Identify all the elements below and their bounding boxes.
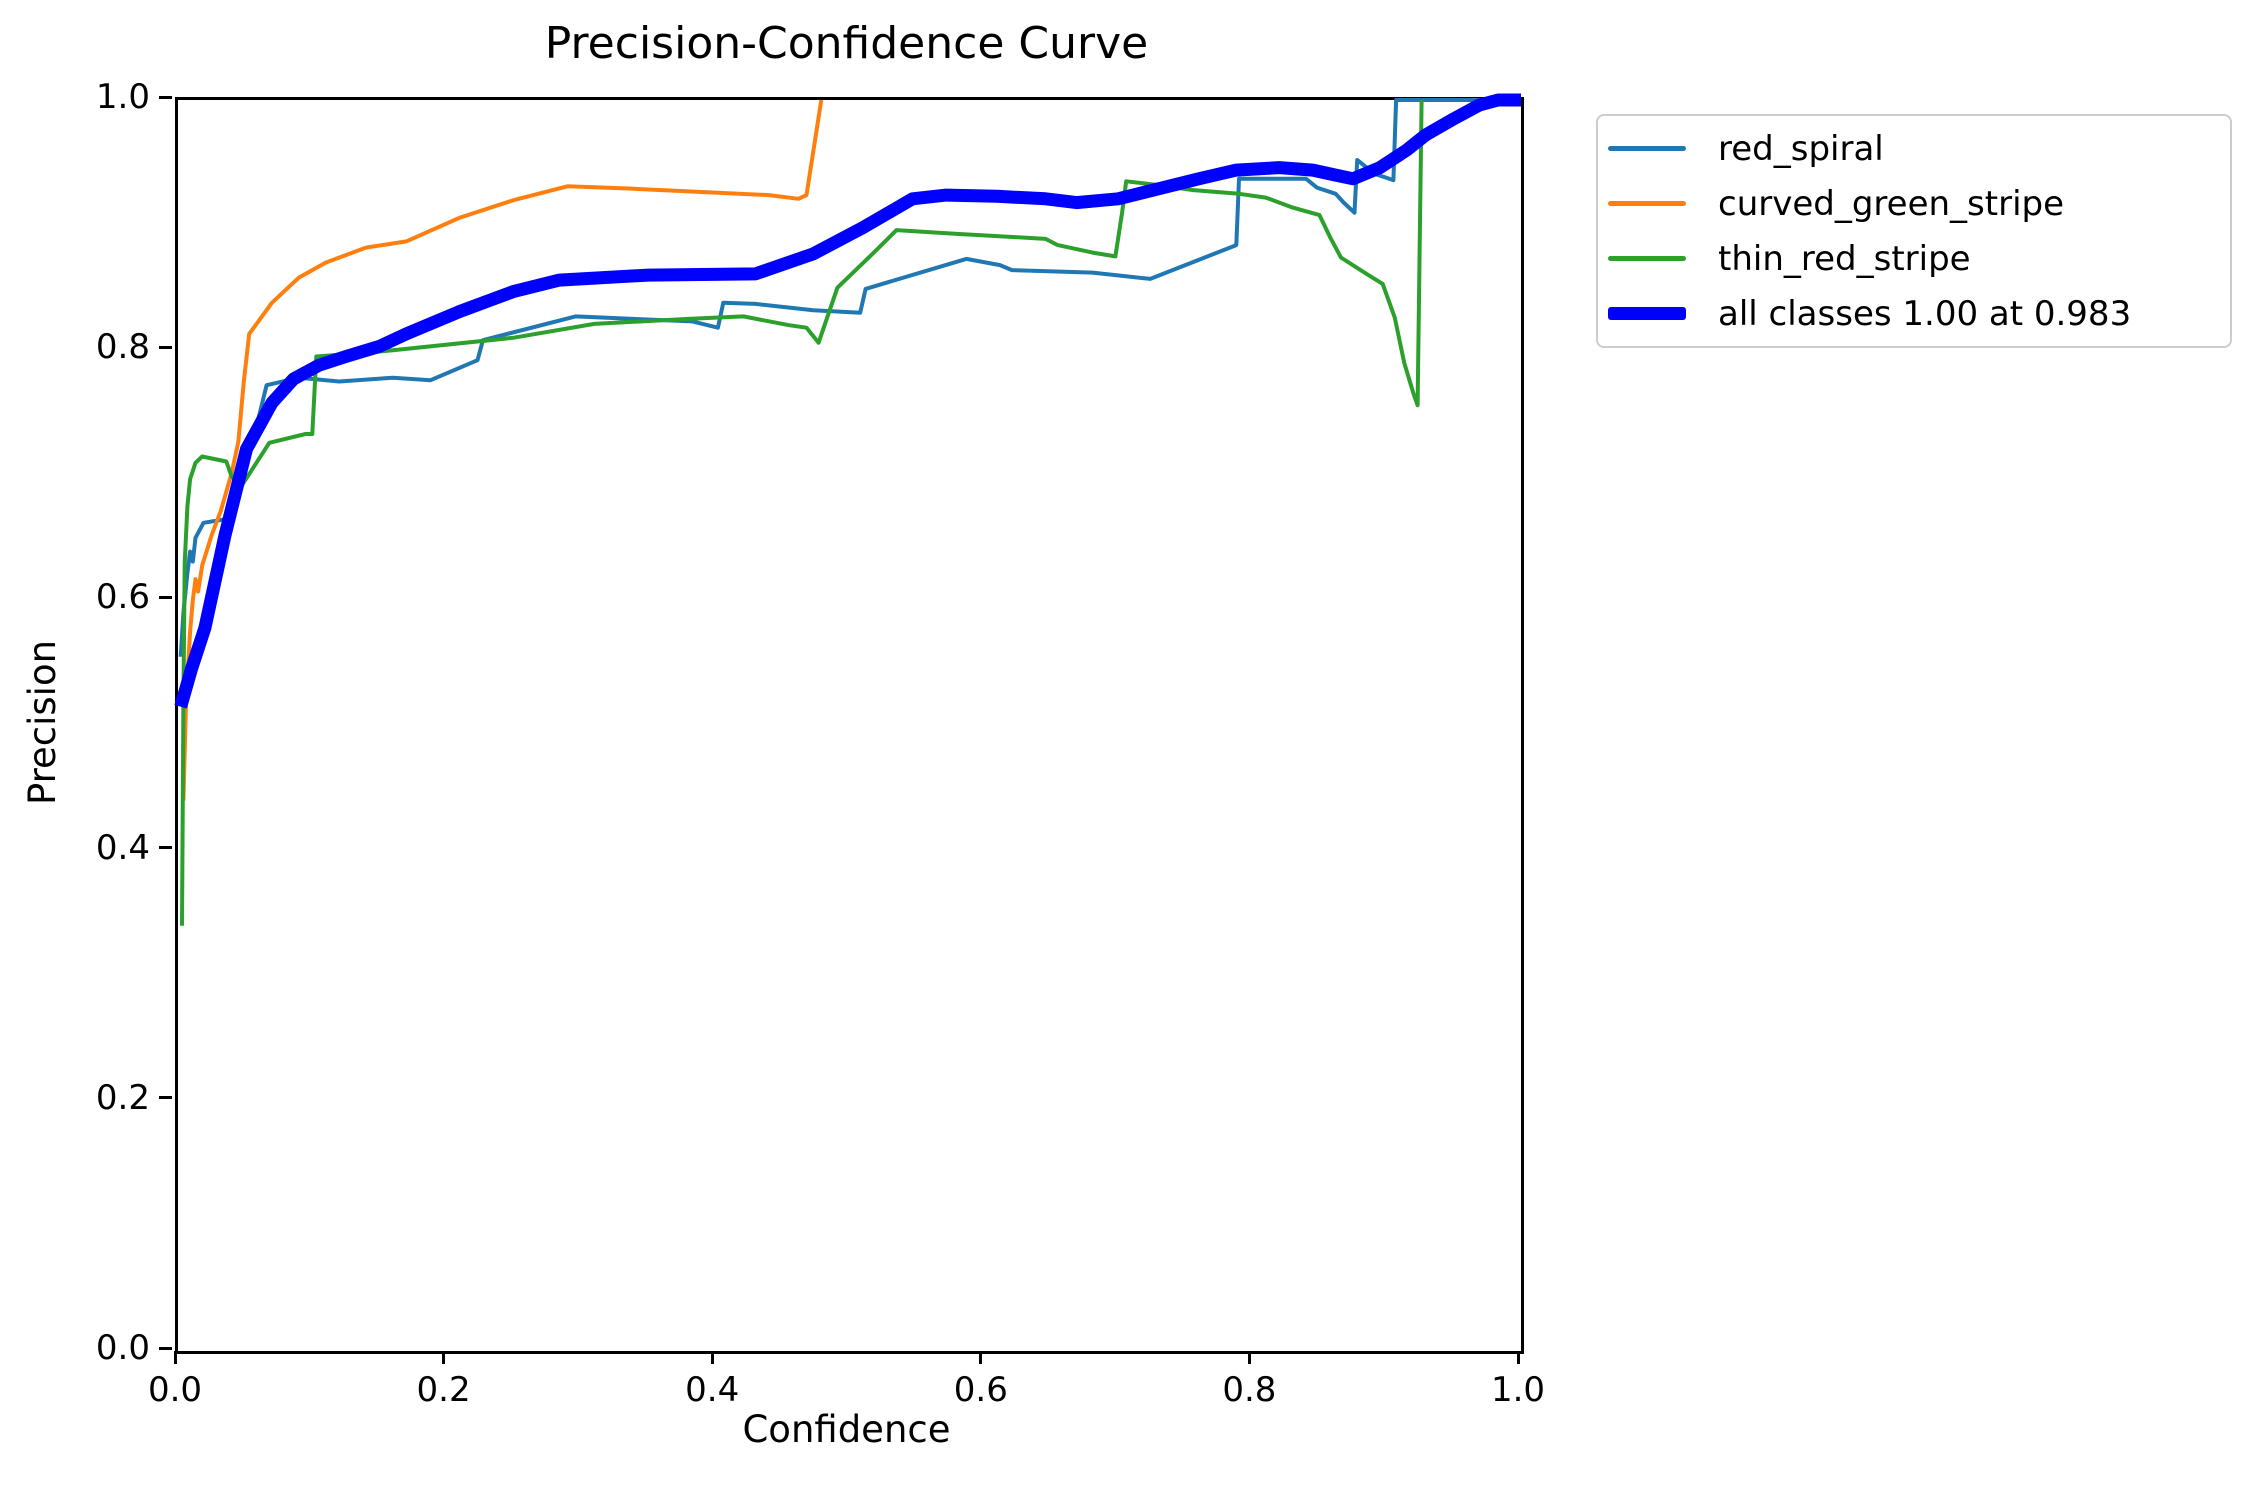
y-tick-label-0.8: 0.8: [95, 327, 150, 368]
legend-line-sample-red_spiral: [1608, 146, 1686, 151]
y-tick-label-0.4: 0.4: [95, 827, 150, 868]
y-tick-mark-0.8: [159, 345, 172, 349]
x-tick-mark-0.6: [979, 1351, 983, 1364]
legend-line-sample-all-classes: [1608, 307, 1686, 320]
x-tick-mark-0.2: [442, 1351, 446, 1364]
y-tick-mark-1.0: [159, 95, 172, 99]
legend-label-thin_red_stripe: thin_red_stripe: [1718, 238, 1971, 279]
series-line-red_spiral: [178, 98, 1521, 657]
x-tick-mark-0.8: [1247, 1351, 1251, 1364]
y-tick-label-0.2: 0.2: [95, 1077, 150, 1118]
legend-line-sample-curved_green_stripe: [1608, 201, 1686, 206]
x-tick-label-0.0: 0.0: [147, 1370, 203, 1410]
legend-label-all-classes: all classes 1.00 at 0.983: [1718, 293, 2132, 334]
y-tick-mark-0.4: [159, 846, 172, 850]
legend: red_spiral curved_green_stripe thin_red_st…: [1596, 114, 2232, 348]
y-tick-mark-0.0: [159, 1346, 172, 1350]
x-tick-label-0.8: 0.8: [1222, 1370, 1277, 1410]
y-tick-mark-0.2: [159, 1096, 172, 1100]
series-line-curved_green_stripe: [181, 99, 824, 801]
y-axis-label: Precision: [21, 639, 65, 806]
x-tick-mark-0.0: [173, 1351, 177, 1364]
plot-area: [174, 93, 1524, 1354]
legend-item-thin_red_stripe: thin_red_stripe: [1598, 231, 2230, 286]
y-axis-label-wrap: Precision: [0, 97, 88, 1348]
x-tick-label-0.2: 0.2: [416, 1370, 471, 1410]
y-tick-label-0.6: 0.6: [95, 577, 150, 618]
x-axis-label: Confidence: [742, 1408, 951, 1451]
series-line-all-classes: [174, 93, 1521, 709]
legend-item-curved_green_stripe: curved_green_stripe: [1598, 176, 2230, 231]
y-tick-mark-0.6: [159, 595, 172, 599]
x-tick-mark-0.4: [710, 1351, 714, 1364]
x-tick-label-1.0: 1.0: [1490, 1370, 1546, 1410]
legend-item-red_spiral: red_spiral: [1598, 121, 2230, 176]
chart-title: Precision-Confidence Curve: [544, 18, 1149, 69]
y-tick-label-0.0: 0.0: [95, 1328, 150, 1368]
legend-label-curved_green_stripe: curved_green_stripe: [1718, 183, 2065, 224]
legend-label-red_spiral: red_spiral: [1718, 128, 1884, 169]
x-tick-label-0.6: 0.6: [953, 1370, 1008, 1410]
legend-line-sample-thin_red_stripe: [1608, 256, 1686, 261]
y-tick-label-1.0: 1.0: [95, 77, 150, 117]
legend-item-all-classes: all classes 1.00 at 0.983: [1598, 286, 2230, 341]
x-tick-mark-1.0: [1516, 1351, 1520, 1364]
chart-canvas: [174, 93, 1521, 926]
series-line-thin_red_stripe: [180, 99, 1424, 926]
x-tick-label-0.4: 0.4: [685, 1370, 740, 1410]
